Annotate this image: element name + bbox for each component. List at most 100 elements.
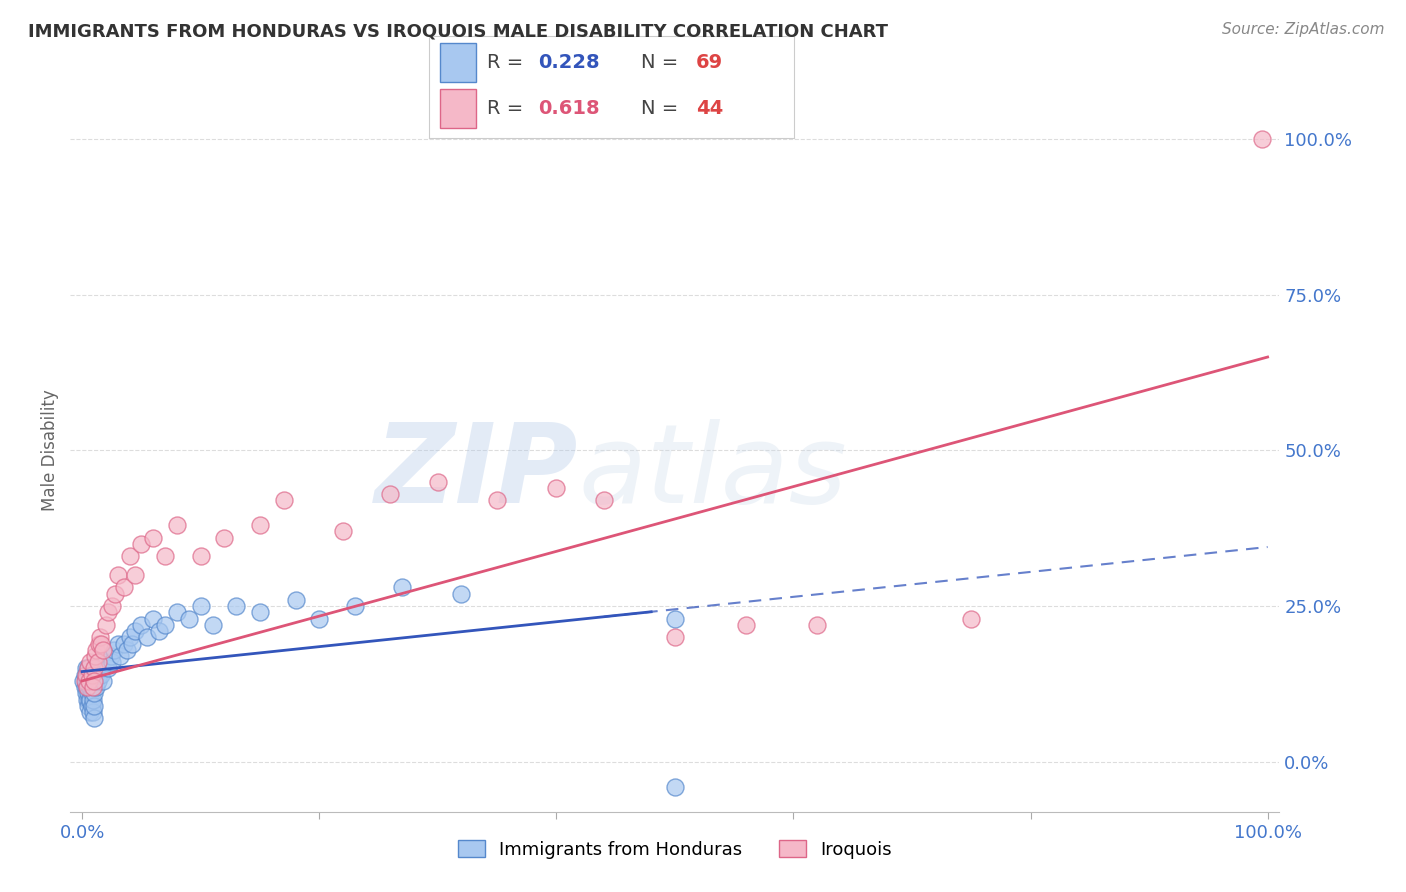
Point — [93, 642, 115, 657]
Point — [82, 680, 104, 694]
Text: R =: R = — [488, 99, 523, 118]
Point — [118, 630, 141, 644]
Point — [86, 655, 108, 669]
Point — [806, 618, 828, 632]
Point — [80, 673, 103, 688]
Point — [308, 612, 330, 626]
Point — [190, 599, 212, 614]
Text: N =: N = — [641, 53, 678, 72]
Point — [94, 618, 117, 632]
Point — [75, 667, 97, 681]
Point — [118, 549, 141, 564]
Point — [77, 673, 100, 688]
Point — [153, 618, 176, 632]
Legend: Immigrants from Honduras, Iroquois: Immigrants from Honduras, Iroquois — [449, 831, 901, 868]
Point — [121, 636, 143, 650]
Point — [201, 618, 224, 632]
Point — [177, 612, 200, 626]
Point — [83, 711, 105, 725]
Point — [664, 630, 686, 644]
Point — [80, 698, 103, 713]
Point — [94, 655, 117, 669]
Point — [97, 606, 120, 620]
Point — [101, 655, 124, 669]
Point — [343, 599, 366, 614]
Point — [166, 518, 188, 533]
Point — [93, 673, 115, 688]
Bar — [440, 89, 477, 128]
Point — [148, 624, 170, 639]
Point — [76, 680, 98, 694]
Point — [75, 661, 97, 675]
Text: N =: N = — [641, 99, 678, 118]
Point — [115, 642, 138, 657]
Point — [592, 493, 614, 508]
Point — [87, 667, 110, 681]
Point — [83, 661, 105, 675]
Point — [79, 680, 101, 694]
Point — [101, 599, 124, 614]
Point — [142, 612, 165, 626]
Point — [77, 680, 100, 694]
Point — [86, 667, 108, 681]
Text: 69: 69 — [696, 53, 723, 72]
Point — [77, 686, 100, 700]
Point — [426, 475, 449, 489]
Point — [91, 661, 114, 675]
Point — [97, 661, 120, 675]
Point — [83, 661, 105, 675]
Point — [84, 648, 107, 663]
Point — [664, 780, 686, 794]
Point — [391, 581, 413, 595]
Point — [107, 636, 129, 650]
Point — [84, 673, 107, 688]
Point — [100, 648, 122, 663]
Point — [124, 568, 146, 582]
Point — [89, 630, 111, 644]
Point — [77, 692, 100, 706]
Point — [83, 698, 105, 713]
Text: R =: R = — [488, 53, 523, 72]
Point — [82, 705, 104, 719]
Point — [83, 673, 105, 688]
Point — [1250, 132, 1272, 146]
Point — [136, 630, 159, 644]
Point — [89, 661, 111, 675]
Point — [77, 673, 100, 688]
Point — [546, 481, 568, 495]
Point — [153, 549, 176, 564]
Point — [142, 531, 165, 545]
Point — [76, 692, 98, 706]
Point — [79, 692, 101, 706]
Point — [82, 692, 104, 706]
Point — [166, 606, 188, 620]
Point — [73, 680, 96, 694]
Point — [77, 661, 100, 675]
Point — [76, 680, 98, 694]
Point — [664, 612, 686, 626]
Point — [90, 636, 112, 650]
Text: IMMIGRANTS FROM HONDURAS VS IROQUOIS MALE DISABILITY CORRELATION CHART: IMMIGRANTS FROM HONDURAS VS IROQUOIS MAL… — [28, 22, 889, 40]
Text: ZIP: ZIP — [374, 418, 578, 525]
Point — [124, 624, 146, 639]
Point — [79, 705, 101, 719]
Point — [735, 618, 758, 632]
Text: Source: ZipAtlas.com: Source: ZipAtlas.com — [1222, 22, 1385, 37]
Point — [131, 618, 153, 632]
Point — [73, 667, 96, 681]
Point — [80, 667, 103, 681]
Point — [90, 667, 112, 681]
Point — [82, 680, 104, 694]
Point — [960, 612, 983, 626]
Point — [83, 686, 105, 700]
Point — [112, 581, 135, 595]
Point — [77, 667, 100, 681]
Point — [284, 593, 307, 607]
Point — [190, 549, 212, 564]
Point — [73, 673, 96, 688]
Bar — [440, 43, 477, 82]
Point — [87, 636, 110, 650]
Point — [108, 648, 131, 663]
Point — [214, 531, 236, 545]
Point — [86, 680, 108, 694]
